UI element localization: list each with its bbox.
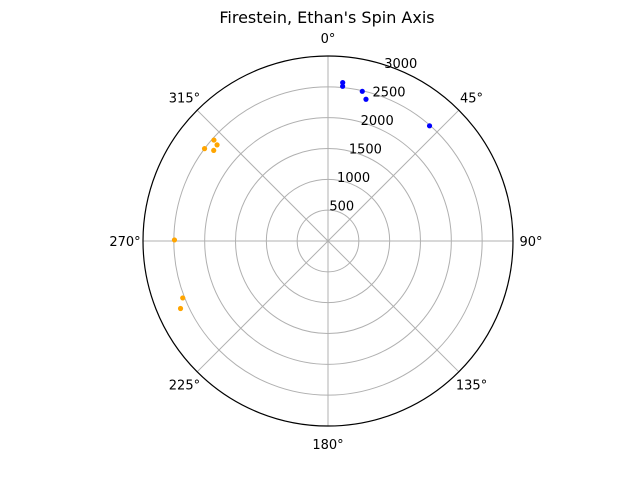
angular-tick-label: 45° xyxy=(460,91,483,106)
angular-gridline xyxy=(327,109,460,242)
polar-grid xyxy=(142,55,514,427)
angular-gridline xyxy=(196,109,329,242)
angular-tick-label: 135° xyxy=(456,379,487,394)
angular-tick-label: 180° xyxy=(312,438,343,453)
radial-tick-label: 500 xyxy=(329,200,354,215)
data-point xyxy=(426,123,433,129)
data-point xyxy=(180,295,186,301)
chart-title: Firestein, Ethan's Spin Axis xyxy=(219,8,434,27)
data-point xyxy=(201,146,208,152)
angular-tick-labels: 0° 45° 90° 135° 180° 225° 270° 315° xyxy=(109,32,542,453)
radial-tick-label: 1500 xyxy=(349,143,382,158)
angular-gridline xyxy=(196,240,329,373)
data-point xyxy=(363,96,369,102)
data-point xyxy=(340,83,346,89)
angular-tick-label: 90° xyxy=(519,235,542,250)
radial-tick-label: 2500 xyxy=(372,86,405,101)
data-point xyxy=(171,237,178,243)
data-points xyxy=(171,79,433,312)
data-point xyxy=(359,88,365,94)
angular-gridline xyxy=(327,240,460,373)
data-point xyxy=(211,137,217,143)
data-point xyxy=(340,79,346,86)
angular-tick-label: 270° xyxy=(109,235,140,250)
radial-tick-label: 2000 xyxy=(361,114,394,129)
data-point xyxy=(214,142,220,148)
angular-tick-label: 225° xyxy=(169,379,200,394)
angular-tick-label: 315° xyxy=(169,91,200,106)
radial-tick-label: 1000 xyxy=(337,171,370,186)
data-point xyxy=(177,305,184,312)
polar-frame xyxy=(142,55,514,427)
radial-tick-labels: 500 1000 1500 2000 2500 3000 xyxy=(329,57,417,214)
radial-tick-label: 3000 xyxy=(384,57,417,72)
angular-tick-label: 0° xyxy=(321,32,336,47)
data-point xyxy=(211,147,217,154)
